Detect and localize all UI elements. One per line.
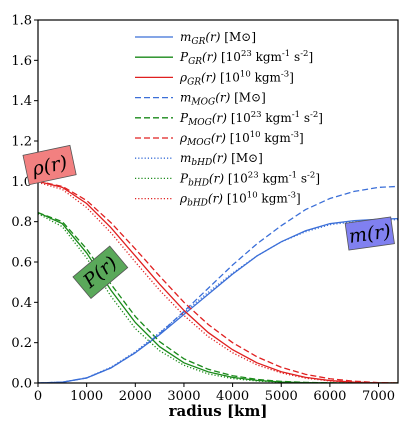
y-tick-label: 0.6 xyxy=(11,256,32,271)
legend-label: ρGR(r) [1010 kgm-3] xyxy=(179,69,294,87)
mass-annotation: m(r) xyxy=(344,216,395,251)
x-tick-label: 1000 xyxy=(70,389,103,404)
legend-label: ρMOG(r) [1010 kgm-3] xyxy=(179,130,304,148)
y-tick-label: 1.4 xyxy=(11,94,32,109)
series-line-2 xyxy=(38,180,398,383)
plot-frame xyxy=(37,19,399,384)
legend-label: mMOG(r) [M⊙] xyxy=(180,91,266,108)
x-axis-label: radius [km] xyxy=(169,402,268,420)
legend: mGR(r) [M⊙] PGR(r) [1023 kgm-1 s-2] ρGR(r)… xyxy=(135,30,323,209)
x-tick-label: 4000 xyxy=(216,389,249,404)
y-tick-label: 1.0 xyxy=(11,175,32,190)
series-line-5 xyxy=(38,180,398,383)
legend-label: PbHD(r) [1023 kgm-1 s-2] xyxy=(179,170,320,188)
legend-label: PGR(r) [1023 kgm-1 s-2] xyxy=(179,49,313,67)
x-axis-ticks: 0 1000 2000 3000 4000 5000 6000 7000 xyxy=(34,383,395,404)
y-tick-label: 0.0 xyxy=(11,377,32,392)
legend-label: mbHD(r) [M⊙] xyxy=(180,151,263,168)
x-tick-label: 0 xyxy=(34,389,42,404)
y-tick-label: 0.2 xyxy=(11,336,32,351)
y-tick-label: 0.4 xyxy=(11,296,32,311)
legend-label: ρbHD(r) [1010 kgm-3] xyxy=(179,191,301,209)
y-tick-label: 1.2 xyxy=(11,135,32,150)
series-line-3 xyxy=(38,185,398,383)
x-tick-label: 6000 xyxy=(313,389,346,404)
y-tick-label: 1.6 xyxy=(11,54,32,69)
legend-label: mGR(r) [M⊙] xyxy=(180,30,256,47)
mass-annotation-box xyxy=(344,216,395,251)
plot-background xyxy=(38,20,398,383)
x-tick-label: 7000 xyxy=(362,389,395,404)
legend-label: PMOG(r) [1023 kgm-1 s-2] xyxy=(179,110,323,128)
y-tick-label: 0.8 xyxy=(11,215,32,230)
x-tick-label: 2000 xyxy=(119,389,152,404)
x-tick-label: 5000 xyxy=(265,389,298,404)
pressure-annotation-box xyxy=(72,245,129,299)
x-tick-label: 3000 xyxy=(167,389,200,404)
rho-annotation-box xyxy=(22,144,77,186)
series-line-0 xyxy=(38,217,398,383)
y-axis-ticks: 0.0 0.2 0.4 0.6 0.8 1.0 1.2 1.4 1.6 1.8 xyxy=(11,14,38,392)
y-tick-label: 1.8 xyxy=(11,14,32,29)
rho-annotation: ρ(r) xyxy=(22,144,77,186)
